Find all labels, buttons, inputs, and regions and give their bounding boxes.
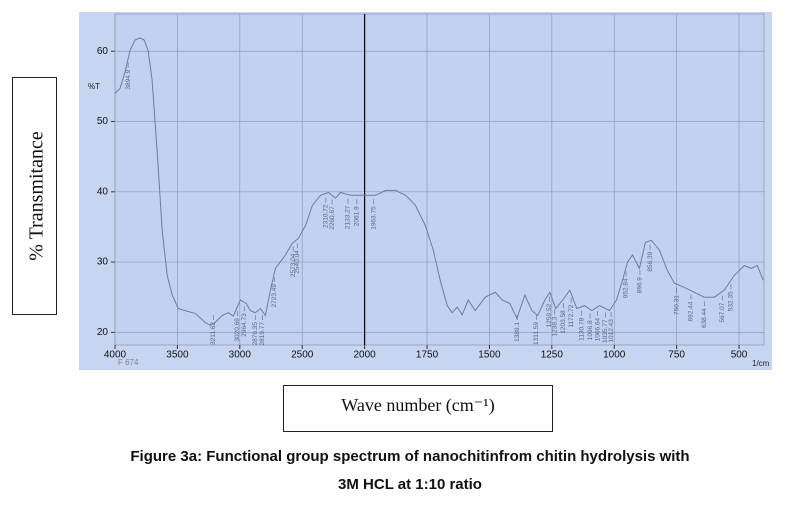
- peak-label: 1389.1: [514, 322, 521, 342]
- peak-label: 1238.3: [551, 316, 558, 336]
- peak-label: 3894.9: [125, 69, 132, 89]
- peak-label: 1035.77: [602, 319, 609, 343]
- x-tick-label: 1000: [603, 350, 626, 361]
- spectrum-line: [114, 37, 764, 326]
- y-label-box: [12, 77, 57, 315]
- x-tick-label: 4000: [104, 350, 127, 361]
- x-tick-label: 1750: [416, 350, 439, 361]
- peak-label: 532.35: [728, 291, 735, 311]
- y-axis-label: % Transmitance: [26, 131, 48, 261]
- peak-label: 856.39: [647, 251, 654, 271]
- y-tick-label: 50: [97, 116, 109, 127]
- peak-label: 952.84: [623, 278, 630, 298]
- peak-label: 1130.78: [578, 317, 585, 340]
- x-tick-label: 2000: [353, 350, 376, 361]
- peak-label: 638.44: [701, 308, 708, 328]
- x-tick-label: 500: [731, 350, 748, 361]
- y-tick-label: 30: [97, 257, 109, 268]
- peak-label: 2964.73: [241, 313, 248, 337]
- chart: 20 30 40 50 60 4000 3500 3000 2500 2000 1750 1500 12…: [97, 14, 764, 361]
- caption-line: Figure 3a: Functional group spectrum of …: [130, 448, 689, 465]
- caption-line: 3M HCL at 1:10 ratio: [338, 476, 482, 493]
- sample-id: F 674: [118, 358, 139, 367]
- peak-label: 1311.59: [533, 322, 540, 345]
- peak-label: 2540.04: [294, 250, 301, 274]
- peak-label: 1203.58: [560, 310, 567, 334]
- peak-label: 1963.75: [370, 206, 377, 230]
- plot-area: [114, 13, 765, 346]
- x-tick-label: 3500: [166, 350, 189, 361]
- peak-label: 1259.52: [546, 304, 553, 328]
- y-tick-label: 40: [97, 186, 109, 197]
- peak-label: 567.07: [719, 302, 726, 322]
- x-tick-label: 1250: [541, 350, 564, 361]
- peak-label: 2310.72: [323, 204, 330, 228]
- peak-label: 2133.27: [345, 205, 352, 229]
- x-unit: 1/cm: [752, 359, 770, 368]
- y-unit: %T: [88, 82, 100, 91]
- x-axis-label: Wave number (cm⁻¹): [341, 395, 494, 416]
- peak-label: 1172.72: [568, 304, 575, 327]
- x-tick-label: 3000: [229, 350, 252, 361]
- peak-label: 3211.62: [210, 322, 217, 345]
- peak-label: 2876.35: [252, 322, 259, 346]
- peak-label: 692.44: [688, 301, 695, 321]
- peak-label: 1012.43: [608, 319, 615, 343]
- peak-label: 2061.9: [354, 206, 361, 226]
- peak-label: 750.31: [673, 295, 680, 315]
- peak-label: 2573.04: [290, 253, 297, 277]
- peak-label: 2819.77: [259, 322, 266, 346]
- y-tick-label: 20: [97, 327, 109, 338]
- peak-label: 896.9: [637, 277, 644, 294]
- peak-label: 1096.8: [587, 320, 594, 340]
- peak-label: 3020.69: [234, 318, 241, 342]
- x-tick-label: 750: [668, 350, 685, 361]
- x-label-box: [283, 385, 553, 432]
- y-tick-label: 60: [97, 46, 109, 57]
- peak-label: 2723.49: [271, 284, 278, 308]
- peak-label: 2260.67: [329, 206, 336, 230]
- peak-label: 1066.64: [594, 318, 601, 342]
- x-tick-label: 1500: [478, 350, 501, 361]
- x-tick-label: 2500: [291, 350, 314, 361]
